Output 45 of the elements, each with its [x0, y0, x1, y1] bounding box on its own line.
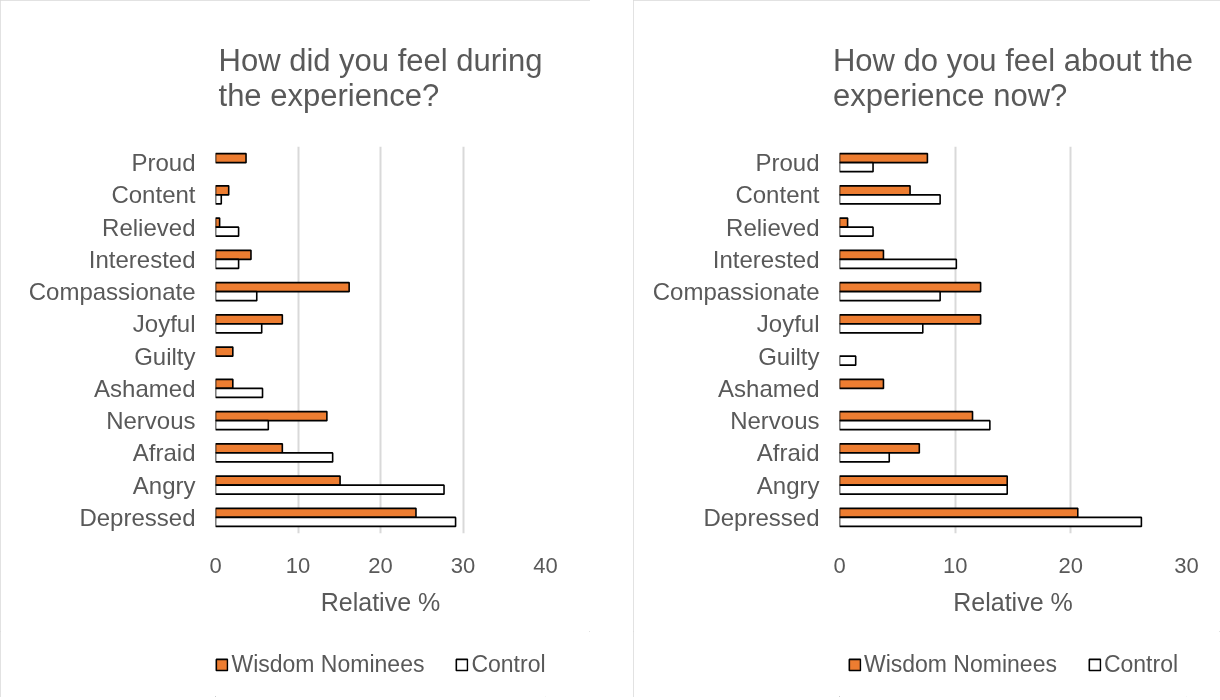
- chart-title: How do you feel about the experience now?: [832, 42, 1194, 113]
- y-tick-label: Proud: [755, 149, 820, 177]
- x-tick-label: 30: [1174, 552, 1199, 578]
- bar: [839, 355, 857, 366]
- y-tick-label: Depressed: [703, 503, 820, 531]
- y-tick-label: Interested: [88, 245, 196, 273]
- x-tick-label: 40: [533, 552, 558, 578]
- y-tick-label: Compassionate: [652, 278, 820, 306]
- x-tick-label: 0: [209, 552, 222, 578]
- y-tick-label: Angry: [756, 471, 820, 499]
- x-axis-title: Relative %: [953, 587, 1073, 616]
- x-tick-label: 10: [942, 552, 968, 578]
- x-tick-label: 0: [833, 552, 846, 578]
- y-tick-label: Afraid: [132, 439, 196, 467]
- x-tick-label: 30: [450, 552, 476, 578]
- y-tick-label: Relieved: [102, 213, 196, 241]
- y-tick-label: Proud: [131, 149, 196, 177]
- y-tick-label: Interested: [712, 245, 820, 273]
- y-tick-label: Afraid: [756, 439, 820, 467]
- x-tick-label: 20: [368, 552, 393, 578]
- y-tick-label: Ashamed: [718, 374, 820, 402]
- legend-label: Control: [471, 650, 546, 678]
- bar: [215, 152, 247, 164]
- chart-title: How did you feel during the experience?: [218, 42, 543, 113]
- y-tick-label: Ashamed: [94, 374, 196, 402]
- legend-label: Control: [1103, 650, 1179, 678]
- y-tick-label: Relieved: [726, 213, 820, 241]
- x-tick-label: 20: [1058, 552, 1084, 578]
- y-tick-label: Content: [735, 181, 820, 209]
- y-tick-label: Joyful: [756, 310, 820, 338]
- y-tick-label: Joyful: [132, 310, 196, 338]
- y-tick-label: Guilty: [758, 342, 820, 370]
- y-tick-label: Nervous: [106, 407, 196, 435]
- y-tick-label: Depressed: [79, 503, 196, 531]
- y-tick-label: Guilty: [134, 342, 196, 370]
- legend-label: Wisdom Nominees: [231, 650, 425, 678]
- x-tick-label: 10: [285, 552, 311, 578]
- legend-label: Wisdom Nominees: [863, 650, 1057, 678]
- bar: [215, 346, 234, 357]
- y-tick-label: Nervous: [730, 407, 820, 435]
- bar: [839, 378, 885, 390]
- y-tick-label: Content: [111, 181, 196, 209]
- y-tick-label: Angry: [132, 471, 196, 499]
- y-tick-label: Compassionate: [28, 278, 196, 306]
- x-axis-title: Relative %: [320, 587, 441, 616]
